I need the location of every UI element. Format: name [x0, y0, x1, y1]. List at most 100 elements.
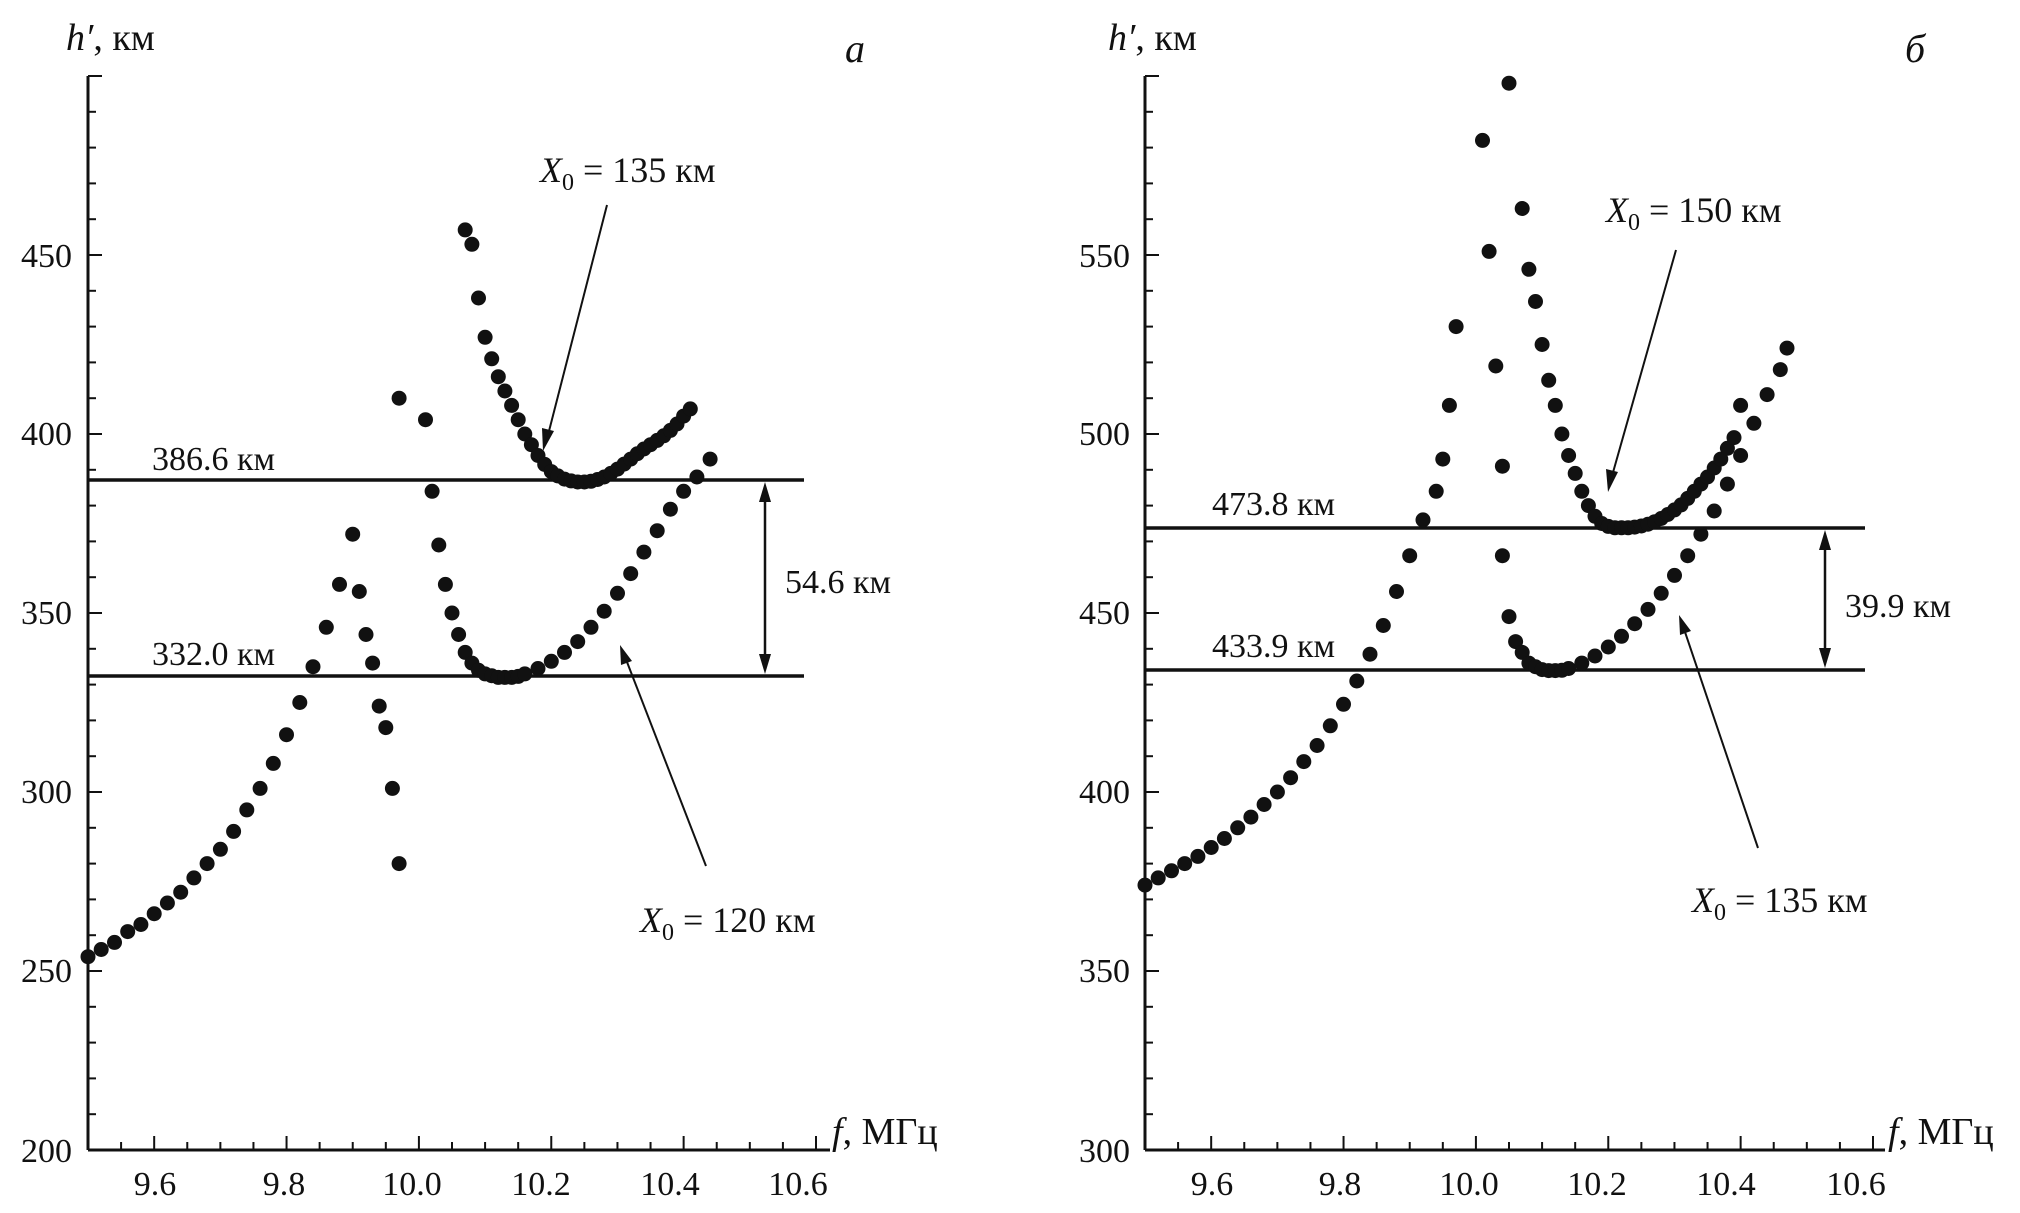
data-point-series-2 [490, 369, 506, 385]
data-point-series-2 [1567, 465, 1583, 481]
x-tick-label: 9.6 [1191, 1166, 1234, 1203]
y-tick-label: 200 [21, 1133, 72, 1170]
data-point-series-1 [391, 856, 407, 872]
data-point-series-1 [517, 666, 533, 682]
hline-upper-label: 386.6 км [152, 441, 275, 478]
data-point-series-1 [1653, 585, 1669, 601]
data-point-series-1 [623, 566, 639, 582]
data-point-series-1 [1706, 503, 1722, 519]
data-point-series-1 [1746, 415, 1762, 431]
ticks [1144, 75, 1874, 1151]
data-point-series-1 [1402, 548, 1418, 564]
pointer-arrow-lower-head [1679, 615, 1691, 635]
data-point-series-1 [1362, 646, 1378, 662]
data-point-series-1 [1600, 639, 1616, 655]
y-tick-label: 400 [1079, 774, 1130, 811]
x-tick-label: 10.4 [1696, 1166, 1756, 1203]
data-point-series-1 [1627, 616, 1643, 632]
data-point-series-1 [557, 644, 572, 660]
data-point-series-1 [444, 605, 460, 621]
y-tick-label: 550 [1079, 238, 1130, 275]
panel-letter: б [1905, 26, 1927, 71]
pointer-arrow-upper-head [1606, 469, 1618, 492]
data-point-series-2 [1521, 261, 1537, 277]
series-label-lower: X0 = 120 км [638, 900, 816, 946]
data-point-series-2 [484, 351, 500, 367]
data-point-series-1 [239, 802, 255, 818]
data-point-series-2 [391, 390, 407, 406]
pointer-arrow-lower [626, 661, 707, 867]
y-tick-label: 300 [21, 774, 72, 811]
data-point-series-2 [1733, 397, 1749, 413]
data-point-series-1 [610, 585, 625, 601]
data-point-series-1 [583, 619, 599, 635]
data-point-series-2 [497, 383, 513, 399]
data-point-series-1 [1561, 661, 1577, 676]
data-point-series-1 [1772, 362, 1788, 378]
data-point-series-1 [226, 823, 242, 839]
data-point-series-1 [133, 917, 149, 932]
data-point-series-1 [252, 780, 268, 796]
data-point-series-1 [636, 544, 652, 560]
y-tick-label: 350 [21, 595, 72, 632]
data-point-series-1 [1614, 628, 1629, 644]
data-point-series-1 [279, 727, 294, 743]
pointer-arrow-lower-head [620, 645, 632, 665]
data-point-series-1 [543, 653, 559, 669]
data-point-series-1 [649, 523, 665, 539]
x-tick-label: 10.0 [1439, 1166, 1499, 1203]
data-point-series-1 [1216, 831, 1232, 846]
data-point-series-1 [120, 924, 136, 940]
y-axis-title: h′, км [1108, 17, 1197, 59]
data-point-series-1 [1667, 567, 1682, 583]
data-point-series-1 [1759, 387, 1775, 403]
data-point-series-2 [1501, 75, 1517, 91]
data-point-series-1 [1230, 820, 1246, 836]
data-point-series-1 [305, 659, 321, 675]
x-tick-label: 9.8 [1319, 1166, 1362, 1203]
data-point-series-2 [523, 437, 539, 453]
data-point-series-1 [159, 895, 175, 911]
data-point-series-1 [371, 698, 387, 714]
data-points [1137, 75, 1795, 893]
data-point-series-1 [596, 603, 612, 619]
data-point-series-1 [351, 584, 367, 599]
data-point-series-1 [332, 576, 347, 592]
data-point-series-2 [1534, 337, 1550, 352]
data-point-series-2 [1481, 243, 1497, 259]
data-point-series-1 [530, 661, 546, 676]
data-point-series-1 [451, 627, 467, 642]
data-point-series-2 [1475, 132, 1490, 148]
data-point-series-1 [1693, 526, 1709, 542]
series-label-upper: X0 = 135 км [538, 150, 716, 196]
hline-lower-label: 332.0 км [152, 636, 275, 673]
data-point-series-2 [1561, 448, 1577, 463]
data-point-series-1 [570, 634, 586, 650]
data-point-series-1 [107, 934, 122, 950]
data-point-series-2 [1554, 426, 1570, 442]
data-point-series-1 [1640, 601, 1656, 617]
difference-label: 39.9 км [1845, 588, 1951, 625]
data-point-series-1 [431, 537, 447, 553]
data-point-series-1 [1587, 648, 1603, 664]
data-point-series-1 [1269, 784, 1285, 800]
data-point-series-2 [682, 401, 698, 417]
data-point-series-1 [1164, 863, 1179, 879]
data-point-series-1 [1137, 877, 1153, 893]
data-point-series-1 [1190, 848, 1206, 864]
data-point-series-1 [1680, 548, 1696, 564]
x-tick-label: 10.4 [640, 1166, 700, 1203]
data-point-series-2 [1713, 451, 1729, 467]
data-point-series-1 [1435, 451, 1451, 467]
data-point-series-2 [517, 426, 533, 442]
difference-arrow-head-bottom [759, 654, 771, 674]
data-point-series-1 [292, 695, 308, 710]
data-point-series-1 [1415, 512, 1431, 528]
data-point-series-1 [1448, 319, 1464, 335]
data-point-series-2 [457, 222, 473, 238]
data-point-series-1 [1322, 718, 1338, 734]
data-point-series-2 [1514, 201, 1530, 216]
difference-label: 54.6 км [785, 564, 891, 601]
data-point-series-1 [80, 949, 96, 965]
data-point-series-2 [477, 329, 493, 345]
